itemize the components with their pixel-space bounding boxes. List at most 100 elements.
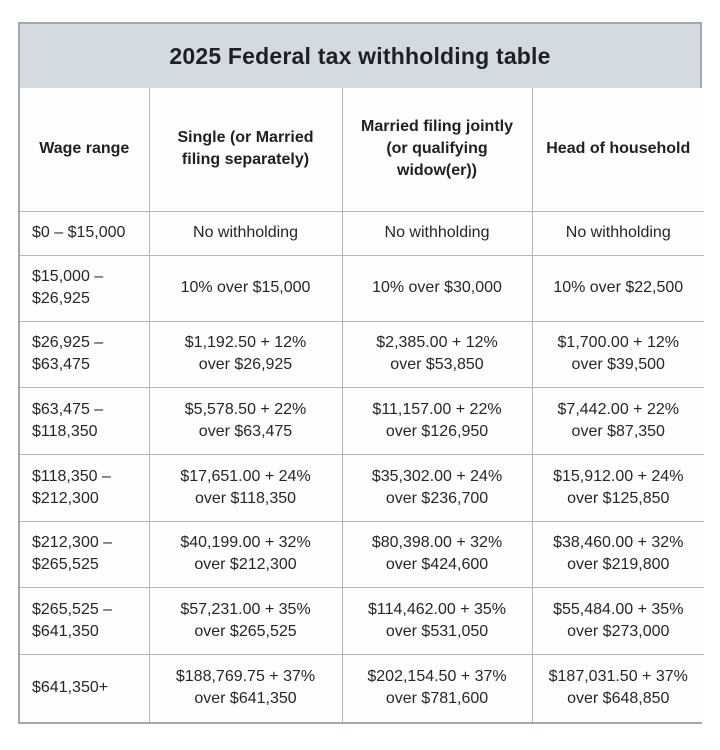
table-row: $0 – $15,000 No withholding No withholding… xyxy=(19,210,705,256)
cell-line: $35,302.00 + 24% xyxy=(371,467,503,485)
cell: No withholding xyxy=(531,210,705,256)
table-row: $118,350 – $212,300 $17,651.00 + 24% over $… xyxy=(19,453,705,522)
cell-line: over $424,600 xyxy=(385,556,489,573)
table-row: $26,925 – $63,475 $1,192.50 + 12% over $26,… xyxy=(19,320,705,388)
cell-line: $7,442.00 + 22% xyxy=(557,400,679,418)
cell: $26,925 – $63,475 xyxy=(19,320,150,388)
cell: $188,769.75 + 37% over $641,350 xyxy=(148,653,343,723)
cell-line: $212,300 – xyxy=(32,534,113,551)
cell-line: $26,925 xyxy=(32,290,90,307)
cell-line: $55,484.00 + 35% xyxy=(553,600,684,618)
cell-line: over $641,350 xyxy=(194,690,297,708)
cell: 10% over $30,000 xyxy=(341,254,533,322)
cell: $118,350 – $212,300 xyxy=(19,453,150,522)
cell: $7,442.00 + 22% over $87,350 xyxy=(531,386,705,455)
cell-line: Wage range xyxy=(39,140,130,158)
cell-line: over $781,600 xyxy=(385,690,489,708)
cell-line: $641,350 xyxy=(32,622,99,640)
cell: $17,651.00 + 24% over $118,350 xyxy=(148,453,343,522)
cell: $35,302.00 + 24% over $236,700 xyxy=(341,453,533,522)
cell-line: $188,769.75 + 37% xyxy=(175,668,316,686)
cell: $1,192.50 + 12% over $26,925 xyxy=(148,320,343,388)
cell: $641,350+ xyxy=(19,653,150,723)
cell-line: over $236,700 xyxy=(385,489,489,507)
cell-line: $1,700.00 + 12% xyxy=(557,334,679,351)
table-row: $265,525 – $641,350 $57,231.00 + 35% over $… xyxy=(19,586,705,655)
table-body: $0 – $15,000 No withholding No withholding… xyxy=(19,210,705,723)
cell-line: $114,462.00 + 35% xyxy=(367,600,507,618)
cell: $15,000 – $26,925 xyxy=(19,254,150,322)
cell-line: 10% over $22,500 xyxy=(553,279,684,296)
column-header-1: Single (or Married filing separately) xyxy=(148,87,343,212)
cell-line: over $212,300 xyxy=(194,556,297,573)
cell: $187,031.50 + 37% over $648,850 xyxy=(531,653,705,723)
cell-line: (or qualifying xyxy=(386,140,488,158)
cell: $2,385.00 + 12% over $53,850 xyxy=(341,320,533,388)
cell-line: over $26,925 xyxy=(198,356,293,373)
cell: $57,231.00 + 35% over $265,525 xyxy=(148,586,343,655)
cell-line: over $265,525 xyxy=(194,622,297,640)
cell-line: $38,460.00 + 32% xyxy=(553,534,684,551)
cell: No withholding xyxy=(341,210,533,256)
cell-line: $15,000 – xyxy=(32,268,104,285)
table-title: 2025 Federal tax withholding table xyxy=(20,24,700,88)
cell-line: over $118,350 xyxy=(194,489,297,507)
cell-line: Single (or Married xyxy=(177,129,314,147)
table-row: $15,000 – $26,925 10% over $15,000 10% over… xyxy=(19,254,705,322)
cell: $40,199.00 + 32% over $212,300 xyxy=(148,520,343,588)
cell: $212,300 – $265,525 xyxy=(19,520,150,588)
cell-line: $118,350 – xyxy=(32,467,111,485)
cell-line: $15,912.00 + 24% xyxy=(553,467,684,485)
cell: $11,157.00 + 22% over $126,950 xyxy=(341,386,533,455)
cell-line: over $126,950 xyxy=(385,422,489,440)
cell: No withholding xyxy=(148,210,343,256)
column-header-0: Wage range xyxy=(19,87,150,212)
column-header-3: Head of household xyxy=(531,87,705,212)
cell: $5,578.50 + 22% over $63,475 xyxy=(148,386,343,455)
cell-line: over $87,350 xyxy=(571,422,665,440)
cell-line: No withholding xyxy=(193,224,298,241)
cell: $15,912.00 + 24% over $125,850 xyxy=(531,453,705,522)
column-header-2: Married filing jointly (or qualifying wido… xyxy=(341,87,533,212)
cell-line: over $273,000 xyxy=(567,622,670,640)
cell-line: $57,231.00 + 35% xyxy=(180,600,311,618)
cell-line: $26,925 – xyxy=(32,334,104,351)
cell: 10% over $22,500 xyxy=(531,254,705,322)
cell-line: Married filing jointly xyxy=(360,118,513,136)
cell-line: $2,385.00 + 12% xyxy=(376,334,498,351)
cell-line: No withholding xyxy=(565,224,671,241)
cell-line: filing separately) xyxy=(181,151,310,169)
cell: $1,700.00 + 12% over $39,500 xyxy=(531,320,705,388)
cell-line: over $219,800 xyxy=(567,556,670,573)
cell-line: No withholding xyxy=(384,224,490,241)
table-row: $212,300 – $265,525 $40,199.00 + 32% over $… xyxy=(19,520,705,588)
cell-line: over $125,850 xyxy=(567,489,670,507)
cell-line: $202,154.50 + 37% xyxy=(367,668,507,686)
cell-line: widow(er)) xyxy=(397,162,477,180)
cell-line: $187,031.50 + 37% xyxy=(548,668,688,686)
cell: $55,484.00 + 35% over $273,000 xyxy=(531,586,705,655)
table-row: $641,350+ $188,769.75 + 37% over $641,350 $… xyxy=(19,653,705,723)
tax-table: Wage range Single (or Married filing separ… xyxy=(19,87,705,723)
cell: $80,398.00 + 32% over $424,600 xyxy=(341,520,533,588)
cell-line: over $531,050 xyxy=(385,622,489,640)
cell-line: $265,525 – xyxy=(32,600,113,618)
cell-line: over $648,850 xyxy=(567,690,670,708)
cell-line: 10% over $15,000 xyxy=(180,279,311,296)
cell-line: Head of household xyxy=(546,140,691,158)
cell-line: over $53,850 xyxy=(390,356,484,373)
cell-line: $63,475 – xyxy=(32,400,104,418)
cell: 10% over $15,000 xyxy=(148,254,343,322)
cell-line: $1,192.50 + 12% xyxy=(184,334,307,351)
cell: $114,462.00 + 35% over $531,050 xyxy=(341,586,533,655)
cell-line: $17,651.00 + 24% xyxy=(180,467,311,485)
cell-line: $641,350+ xyxy=(32,679,109,697)
cell-line: over $39,500 xyxy=(571,356,665,373)
cell: $38,460.00 + 32% over $219,800 xyxy=(531,520,705,588)
table-row: $63,475 – $118,350 $5,578.50 + 22% over $63… xyxy=(19,386,705,455)
cell: $265,525 – $641,350 xyxy=(19,586,150,655)
tax-withholding-table-card: 2025 Federal tax withholding table Wage … xyxy=(18,22,705,724)
cell-line: $212,300 xyxy=(32,489,99,507)
cell-line: $265,525 xyxy=(32,556,99,573)
cell-line: over $63,475 xyxy=(198,422,293,440)
